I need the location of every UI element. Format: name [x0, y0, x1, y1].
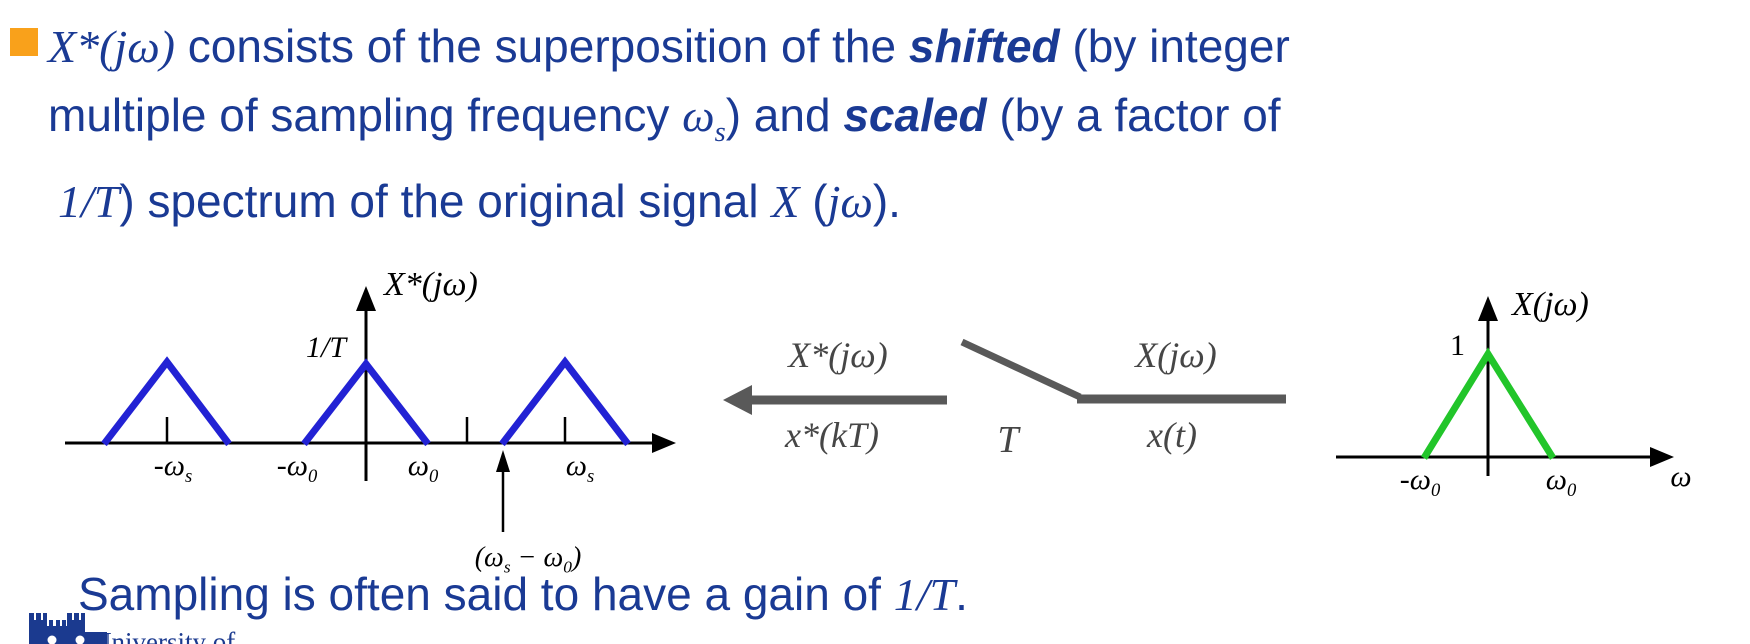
label-text: ω	[1545, 463, 1567, 496]
sampler-input-freq-label: X(jω)	[1135, 335, 1217, 375]
original-spectrum	[1421, 347, 1556, 460]
label-text: )	[571, 542, 582, 573]
annotation-arrow-icon	[496, 450, 510, 472]
label-text: ω	[407, 449, 429, 482]
math-token: X	[771, 176, 800, 228]
castle-merlon	[36, 613, 41, 622]
label-text: -ω	[276, 449, 308, 482]
bullet-line-2: multiple of sampling frequency ωs) and s…	[48, 81, 1290, 167]
castle-merlon	[56, 620, 60, 627]
spectrum-replica-left	[101, 356, 232, 447]
label-subscript: 0	[428, 466, 439, 487]
left-plot-peak-label: 1/T	[306, 331, 347, 364]
plain-text: multiple of sampling frequency	[48, 89, 683, 141]
bullet-square-icon	[10, 28, 38, 56]
plain-text: (by a factor of	[986, 89, 1281, 141]
left-plot-label-neg-w0: -ω0	[277, 449, 317, 487]
math-token: 1/T	[58, 176, 120, 228]
plain-text: ).	[872, 175, 901, 228]
left-plot-label-ws: ωs	[566, 449, 594, 487]
spectrum-replica-right	[499, 356, 631, 447]
plain-text: .	[955, 568, 968, 620]
math-subscript: s	[714, 117, 726, 149]
sampler-switch-symbol	[723, 338, 1286, 415]
castle-merlon	[67, 613, 72, 622]
right-plot-axis-label: ω	[1670, 460, 1692, 493]
emphasis-shifted: shifted	[908, 20, 1060, 72]
right-plot-label-neg-w0: -ω0	[1400, 463, 1440, 501]
castle-merlon	[74, 613, 79, 622]
right-x-axis-arrow-icon	[1650, 447, 1674, 467]
label-subscript: 0	[1430, 480, 1441, 501]
label-text: ω	[565, 449, 587, 482]
switch-blade	[960, 338, 1082, 401]
right-spectrum-plot	[1336, 296, 1674, 476]
right-plot-title: X(jω)	[1512, 286, 1589, 323]
left-plot-annotation: (ωs − ω0)	[474, 542, 582, 577]
math-token: ω	[682, 90, 715, 141]
left-plot-label-w0: ω0	[408, 449, 438, 487]
right-plot-peak-label: 1	[1450, 329, 1465, 362]
label-subscript: 0	[563, 557, 572, 577]
castle-merlon	[62, 620, 66, 627]
label-subscript: 0	[1566, 480, 1577, 501]
math-token: X*(jω)	[48, 21, 175, 72]
right-plot-label-w0: ω0	[1546, 463, 1576, 501]
left-x-axis-arrow-icon	[652, 433, 676, 453]
emphasis-scaled: scaled	[843, 89, 987, 141]
label-text: -ω	[153, 449, 185, 482]
castle-merlon	[81, 613, 85, 622]
label-text: − ω	[510, 542, 564, 573]
sampler-output-time-label: x*(kT)	[785, 415, 879, 455]
bullet-paragraph: X*(jω) consists of the superposition of …	[48, 12, 1290, 236]
left-y-axis-arrow-icon	[356, 286, 376, 311]
plain-text: (	[799, 175, 828, 228]
label-subscript: s	[184, 466, 193, 487]
left-spectrum-plot	[65, 286, 676, 532]
castle-icon	[29, 613, 107, 644]
plain-text: ) spectrum of the original signal	[119, 175, 772, 228]
right-y-axis-arrow-icon	[1478, 296, 1498, 321]
label-subscript: s	[503, 557, 511, 577]
footer-sentence: Sampling is often said to have a gain of…	[78, 567, 968, 621]
math-token: jω	[827, 176, 873, 228]
bullet-line-1: X*(jω) consists of the superposition of …	[48, 12, 1290, 81]
label-subscript: 0	[307, 466, 318, 487]
label-subscript: s	[586, 466, 595, 487]
spectrum-baseband	[301, 358, 431, 447]
plain-text: (by integer	[1059, 20, 1290, 72]
castle-merlon	[49, 620, 53, 627]
output-arrow-icon	[723, 385, 752, 415]
label-text: -ω	[1399, 463, 1431, 496]
plain-text: consists of the superposition of the	[175, 20, 909, 72]
bullet-line-3: 1/T) spectrum of the original signal X (…	[58, 167, 1290, 236]
castle-window	[75, 635, 85, 644]
castle-window	[47, 635, 57, 644]
plain-text: Sampling is often said to have a gain of	[78, 568, 894, 620]
sampler-input-time-label: x(t)	[1147, 415, 1197, 455]
castle-merlon	[43, 613, 47, 622]
left-plot-label-neg-ws: -ωs	[154, 449, 192, 487]
label-text: (ω	[474, 542, 504, 573]
sampler-period-label: T	[997, 419, 1019, 461]
sampler-output-freq-label: X*(jω)	[788, 335, 888, 375]
plain-text: ) and	[725, 89, 844, 141]
math-token: 1/T	[893, 569, 956, 620]
university-logo-text: University of	[92, 627, 236, 644]
castle-merlon	[29, 613, 34, 622]
left-plot-title: X*(jω)	[384, 266, 478, 303]
